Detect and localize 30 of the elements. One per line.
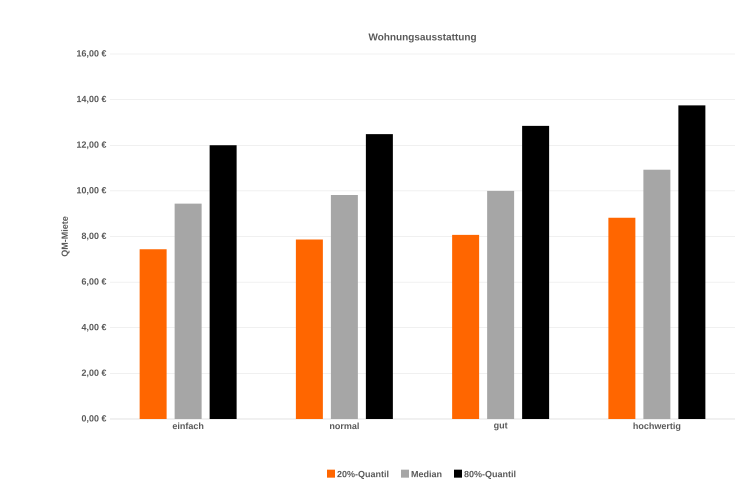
bar [678, 105, 706, 419]
y-tick-label: 12,00 € [77, 141, 106, 150]
bar [174, 204, 202, 419]
y-tick-label: 10,00 € [77, 187, 106, 195]
bar [643, 170, 670, 419]
x-tick-label: hochwertig [634, 422, 680, 431]
y-tick-label: 4,00 € [82, 324, 106, 332]
bar [487, 190, 514, 419]
bar [452, 234, 480, 419]
bar [522, 126, 550, 419]
x-tick-label: normal [330, 422, 359, 430]
y-tick-label: 0,00 € [82, 415, 106, 423]
y-tick-label: 2,00 € [82, 370, 106, 378]
y-tick-label: 14,00 € [77, 96, 106, 104]
chart-title: Wohnungsausstattung [368, 33, 476, 42]
bar [608, 218, 636, 419]
y-tick-label: 16,00 € [77, 50, 106, 58]
legend-label: 20%-Quantil [337, 470, 388, 479]
y-tick-label: 6,00 € [82, 278, 106, 286]
x-tick-label: gut [494, 422, 508, 430]
bar [366, 134, 393, 419]
bar [140, 249, 167, 419]
bar [210, 145, 237, 419]
legend-label: 80%-Quantil [464, 470, 516, 479]
bar [330, 194, 358, 419]
legend-label: Median [412, 470, 442, 478]
x-tick-label: einfach [172, 422, 204, 430]
y-tick-label: 8,00 € [82, 232, 106, 240]
bar [296, 239, 323, 419]
y-axis-title: QM-Miete [61, 216, 70, 256]
